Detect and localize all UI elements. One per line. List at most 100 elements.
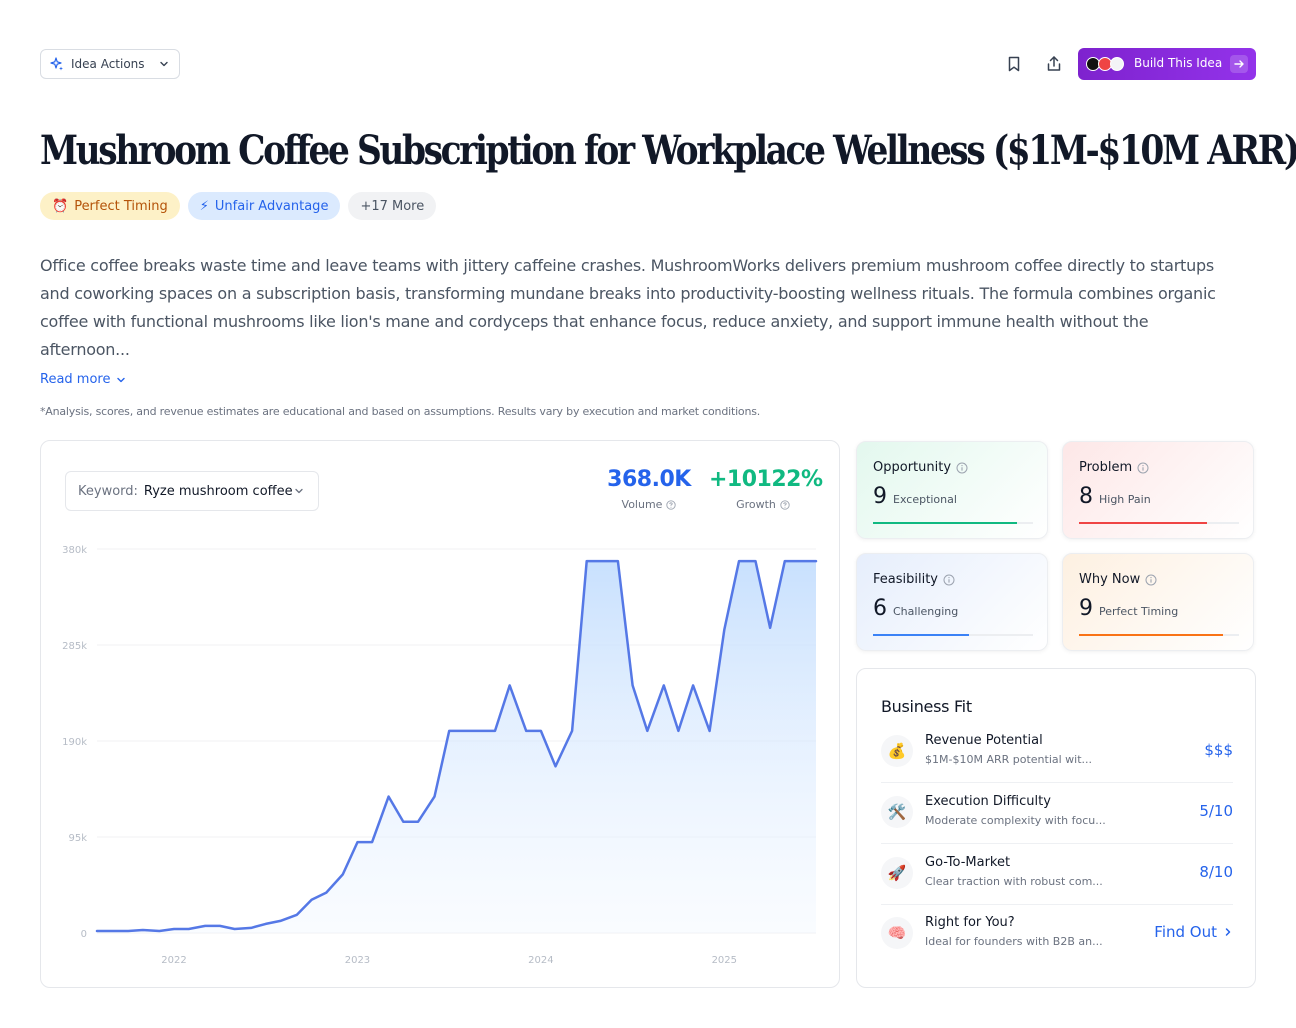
x-tick-label: 2022 [161,955,186,966]
read-more-label: Read more [40,372,111,387]
row-subtitle: Ideal for founders with B2B an... [925,935,1103,948]
y-tick-label: 380k [62,545,87,556]
trend-area [97,561,816,933]
find-out-label: Find Out [1154,923,1217,941]
business-fit-title: Business Fit [881,697,972,716]
tag-label: Unfair Advantage [214,198,329,214]
keyword-label: Keyword: [78,483,138,499]
row-value: 8/10 [1199,863,1233,881]
business-fit-card: Business Fit 💰 Revenue Potential $1M-$10… [856,668,1256,988]
row-value: 5/10 [1199,802,1233,820]
bookmark-icon[interactable] [1004,54,1024,74]
tag-label: Perfect Timing [74,198,168,214]
score-bar [1079,634,1223,636]
trend-chart-card: Keyword: Ryze mushroom coffee 368.0K Vol… [40,440,840,988]
volume-label: Volume [621,498,663,511]
info-icon[interactable] [1145,574,1157,586]
build-this-idea-label: Build This Idea [1134,56,1223,70]
business-fit-row-right-for-you[interactable]: 🧠 Right for You? Ideal for founders with… [881,909,1233,959]
score-value: 9 [873,484,887,509]
tag-more[interactable]: +17 More [348,192,437,220]
score-bar [873,522,1017,524]
info-icon[interactable] [1137,462,1149,474]
description-line: and coworking spaces on a subscription b… [40,284,1216,303]
trend-chart: 0 95k 190k 285k 380k 2022 2023 2024 2025 [62,545,818,966]
lightning-icon: ⚡ [199,198,209,214]
y-tick-label: 0 [81,929,87,940]
x-tick-label: 2024 [528,955,553,966]
row-subtitle: Clear traction with robust com... [925,875,1103,888]
chevron-down-icon [295,488,303,494]
idea-actions-label: Idea Actions [71,57,145,71]
score-level: Perfect Timing [1099,605,1179,618]
build-this-idea-button[interactable]: Build This Idea [1078,48,1256,80]
score-bar [1079,522,1207,524]
chevron-down-icon [159,61,168,67]
growth-label: Growth [736,498,776,511]
tool-avatars [1086,57,1126,71]
y-tick-label: 190k [62,737,87,748]
info-icon[interactable] [956,462,968,474]
score-card-problem[interactable]: Problem 8 High Pain [1062,441,1254,539]
x-tick-label: 2025 [712,955,737,966]
score-bar [873,634,969,636]
chevron-down-icon [117,377,126,382]
business-fit-row-execution[interactable]: 🛠️ Execution Difficulty Moderate complex… [881,788,1233,844]
help-icon[interactable] [666,499,677,510]
y-tick-label: 285k [62,641,87,652]
description-line: afternoon... [40,340,130,359]
money-bag-icon: 💰 [881,735,913,767]
brain-icon: 🧠 [881,917,913,949]
y-tick-label: 95k [68,833,87,844]
volume-metric: 368.0K Volume [597,467,701,511]
description-line: coffee with functional mushrooms like li… [40,312,1149,331]
score-card-why-now[interactable]: Why Now 9 Perfect Timing [1062,553,1254,651]
divider [881,782,1233,783]
growth-value: +10122% [709,467,823,492]
score-card-opportunity[interactable]: Opportunity 9 Exceptional [856,441,1048,539]
score-level: Exceptional [893,493,957,506]
disclaimer: *Analysis, scores, and revenue estimates… [40,405,761,418]
tag-unfair-advantage[interactable]: ⚡ Unfair Advantage [187,192,341,220]
score-value: 9 [1079,596,1093,621]
business-fit-row-revenue[interactable]: 💰 Revenue Potential $1M-$10M ARR potenti… [881,727,1233,783]
find-out-link[interactable]: Find Out [1154,923,1233,941]
keyword-value: Ryze mushroom coffee [143,483,293,499]
read-more-link[interactable]: Read more [40,372,126,387]
keyword-select[interactable]: Keyword: Ryze mushroom coffee [65,471,319,511]
score-level: Challenging [893,605,959,618]
score-name: Feasibility [873,572,938,587]
score-name: Problem [1079,460,1133,475]
tag-perfect-timing[interactable]: ⏰ Perfect Timing [40,192,180,220]
row-title: Right for You? [925,915,1015,930]
alarm-clock-icon: ⏰ [52,198,69,214]
tools-icon: 🛠️ [881,796,913,828]
divider [881,904,1233,905]
info-icon[interactable] [943,574,955,586]
share-icon[interactable] [1044,54,1064,74]
idea-actions-button[interactable]: Idea Actions [40,49,180,79]
score-card-feasibility[interactable]: Feasibility 6 Challenging [856,553,1048,651]
row-value: $$$ [1204,741,1233,759]
divider [881,843,1233,844]
arrow-right-icon [1230,55,1248,73]
score-level: High Pain [1099,493,1151,506]
help-icon[interactable] [780,499,790,510]
score-name: Why Now [1079,572,1141,587]
business-fit-row-go-to-market[interactable]: 🚀 Go-To-Market Clear traction with robus… [881,849,1233,905]
score-name: Opportunity [873,460,952,475]
chevron-right-icon [1225,928,1231,936]
volume-value: 368.0K [607,467,691,492]
trend-line [95,559,818,933]
row-subtitle: Moderate complexity with focu... [925,814,1106,827]
sparkle-icon [50,57,63,71]
page-title: Mushroom Coffee Subscription for Workpla… [40,127,1296,174]
rocket-icon: 🚀 [881,857,913,889]
avatar [1110,57,1124,71]
row-title: Revenue Potential [925,733,1043,748]
row-subtitle: $1M-$10M ARR potential wit... [925,753,1093,766]
x-tick-label: 2023 [345,955,370,966]
row-title: Go-To-Market [925,855,1011,870]
growth-metric: +10122% Growth [709,467,823,511]
score-value: 6 [873,596,887,621]
